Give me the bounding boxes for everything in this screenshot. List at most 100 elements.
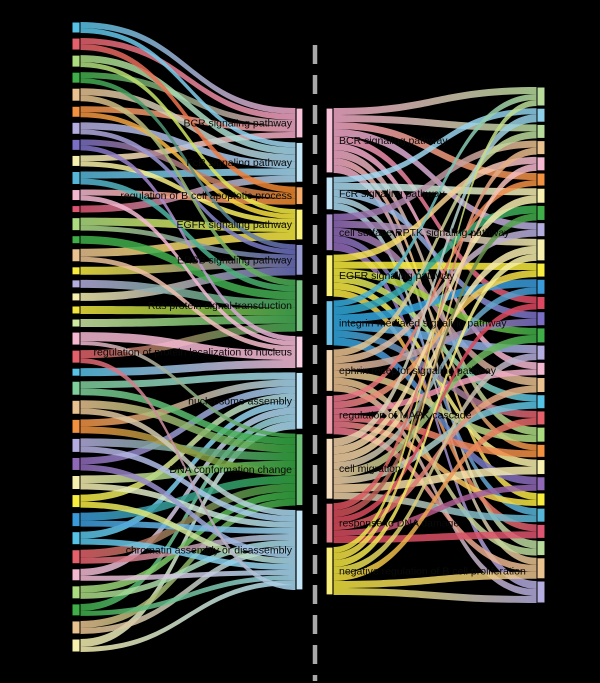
flow-ribbon bbox=[333, 115, 537, 132]
flow-ribbon bbox=[333, 353, 537, 574]
gene-node bbox=[71, 494, 81, 509]
pathway-node bbox=[295, 433, 304, 507]
gene-node bbox=[536, 476, 546, 492]
gene-node bbox=[536, 580, 546, 604]
gene-node bbox=[71, 349, 81, 364]
pathway-label: integrin-mediated signaling pathway bbox=[339, 318, 507, 330]
gene-node bbox=[536, 311, 546, 327]
pathway-label: cell surface RPTK signaling pathway bbox=[339, 227, 510, 239]
flow-ribbon bbox=[333, 571, 537, 588]
flow-ribbon bbox=[80, 407, 296, 576]
gene-node bbox=[536, 295, 546, 310]
gene-node bbox=[71, 531, 81, 546]
gene-node bbox=[71, 235, 81, 245]
gene-node bbox=[71, 217, 81, 232]
gene-node bbox=[536, 361, 546, 376]
flow-ribbon bbox=[80, 38, 296, 120]
gene-node bbox=[536, 507, 546, 523]
flow-ribbon bbox=[333, 140, 537, 221]
gene-node bbox=[536, 156, 546, 172]
flow-ribbon bbox=[333, 122, 537, 181]
flow-ribbon bbox=[80, 256, 296, 351]
gene-node bbox=[536, 86, 546, 107]
gene-node bbox=[71, 585, 81, 600]
gene-node bbox=[536, 410, 546, 426]
flow-ribbon bbox=[80, 483, 296, 558]
flow-ribbon bbox=[80, 464, 296, 558]
gene-node bbox=[71, 305, 81, 315]
flow-ribbon bbox=[80, 44, 296, 193]
flow-ribbon bbox=[333, 588, 537, 603]
flow-ribbon bbox=[80, 168, 296, 179]
flow-ribbon bbox=[333, 369, 537, 415]
flow-ribbon bbox=[333, 330, 537, 418]
gene-node bbox=[536, 140, 546, 156]
flow-ribbon bbox=[333, 384, 537, 596]
gene-node bbox=[536, 459, 546, 476]
flow-ribbon bbox=[80, 28, 296, 148]
gene-node bbox=[71, 367, 81, 377]
pathway-label: regulation of B cell apoptotic process bbox=[120, 190, 292, 202]
flow-ribbon bbox=[80, 580, 296, 652]
flow-ribbon bbox=[80, 501, 296, 564]
gene-node bbox=[536, 222, 546, 238]
flow-ribbon bbox=[80, 341, 296, 438]
flow-ribbon bbox=[80, 145, 296, 341]
flow-ribbon bbox=[80, 400, 296, 453]
flow-ribbon bbox=[80, 360, 296, 377]
flow-ribbon bbox=[80, 388, 296, 445]
pathway-label: nucleosome assembly bbox=[188, 395, 293, 407]
pathway-node bbox=[325, 176, 334, 211]
flow-ribbon bbox=[80, 379, 296, 427]
gene-node bbox=[536, 172, 546, 187]
gene-node bbox=[71, 248, 81, 263]
flow-ribbon bbox=[333, 484, 537, 537]
gene-node bbox=[71, 512, 81, 528]
gene-node bbox=[536, 187, 546, 204]
flow-ribbon bbox=[80, 546, 296, 634]
flow-ribbon bbox=[333, 114, 537, 447]
pathway-node bbox=[325, 546, 334, 596]
gene-node bbox=[71, 399, 81, 415]
flow-ribbon bbox=[80, 323, 296, 359]
pathway-label: regulation of MAPK cascade bbox=[339, 409, 472, 421]
right-panel: BCR signaling pathway FcR signaling pathw… bbox=[325, 86, 546, 604]
pathway-node bbox=[325, 348, 334, 393]
gene-node bbox=[71, 568, 81, 582]
flow-ribbon bbox=[333, 253, 537, 568]
pathway-label: cell migration bbox=[339, 463, 401, 475]
flow-ribbon bbox=[333, 417, 537, 581]
pathway-label: response to DNA damage bbox=[339, 518, 459, 530]
pathway-label: regulation of protein localization to nu… bbox=[94, 347, 292, 359]
flow-ribbon bbox=[333, 531, 537, 544]
flow-ribbon bbox=[333, 220, 537, 246]
pathway-label: EGFR signaling pathway bbox=[176, 219, 292, 231]
flow-ribbon bbox=[80, 491, 296, 593]
gene-node bbox=[71, 138, 81, 151]
gene-node bbox=[71, 71, 81, 84]
flow-ribbon bbox=[333, 270, 537, 409]
gene-node bbox=[71, 292, 81, 302]
pathway-node bbox=[325, 107, 334, 174]
pathway-label: negative regulation of B cell proliferat… bbox=[339, 566, 526, 578]
gene-node bbox=[71, 105, 81, 118]
pathway-label: EGFR signaling pathway bbox=[339, 270, 455, 282]
pathway-node bbox=[295, 509, 304, 591]
gene-node bbox=[536, 344, 546, 361]
flow-ribbon bbox=[80, 483, 296, 528]
flow-ribbon bbox=[80, 195, 296, 346]
pathway-label: FcR signaling pathway bbox=[339, 188, 445, 200]
flow-ribbon bbox=[80, 122, 296, 169]
flow-ribbon bbox=[333, 202, 537, 565]
pathway-label: BCR signaling pathway bbox=[339, 135, 448, 147]
pathway-node bbox=[295, 208, 304, 241]
gene-node bbox=[71, 603, 81, 617]
gene-node bbox=[536, 204, 546, 221]
flow-ribbon bbox=[80, 570, 296, 581]
gene-node bbox=[536, 426, 546, 443]
gene-node bbox=[536, 557, 546, 580]
pathway-label: ERBB signaling pathway bbox=[177, 254, 293, 266]
pathway-node bbox=[325, 299, 334, 347]
flow-ribbon bbox=[80, 446, 296, 522]
